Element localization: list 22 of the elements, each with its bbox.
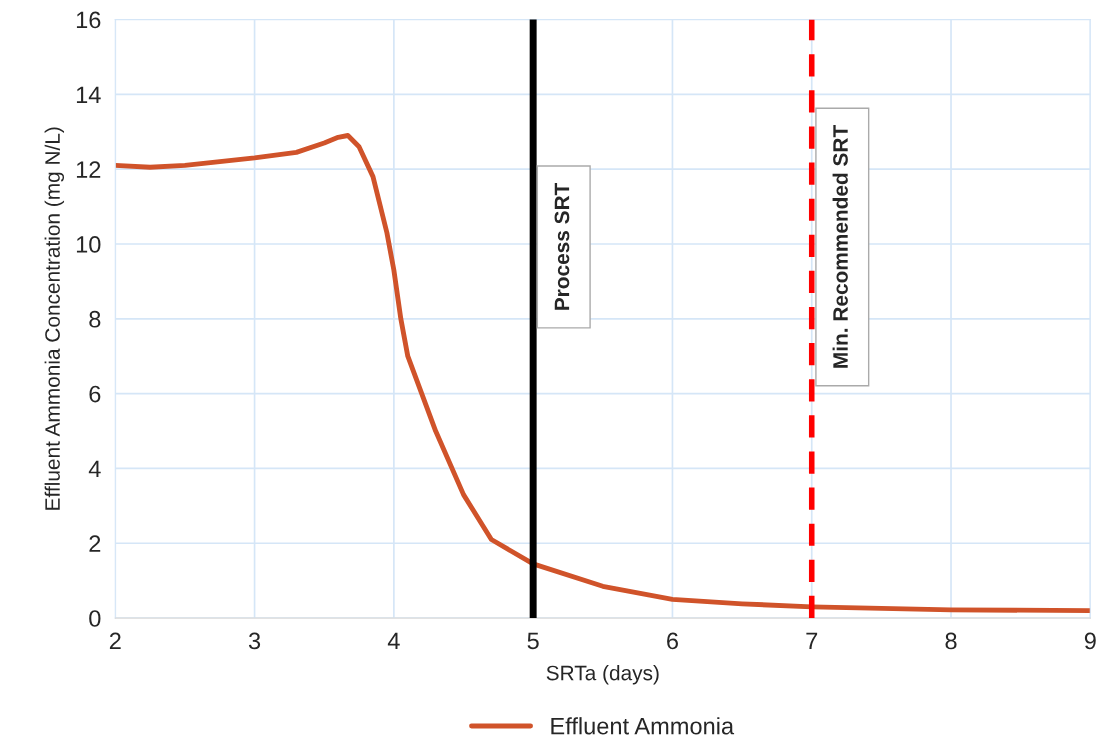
legend-label: Effluent Ammonia xyxy=(551,717,735,735)
y-axis-title: Effluent Ammonia Concentration (mg N/L) xyxy=(44,127,65,510)
ref-line-label: Min. Recommended SRT xyxy=(832,125,848,368)
x-tick-label: 3 xyxy=(248,632,261,650)
x-axis-title: SRTa (days) xyxy=(546,665,659,685)
y-tick-label: 10 xyxy=(76,236,101,253)
y-tick-label: 14 xyxy=(76,86,101,103)
y-tick-label: 6 xyxy=(89,385,101,403)
ref-line-label: Process SRT xyxy=(554,182,570,310)
y-tick-label: 12 xyxy=(76,161,101,178)
y-tick-label: 0 xyxy=(89,610,101,627)
x-tick-label: 6 xyxy=(667,632,678,650)
y-tick-label: 16 xyxy=(76,11,101,29)
x-tick-label: 8 xyxy=(945,632,957,650)
y-tick-label: 8 xyxy=(89,310,101,328)
x-tick-label: 5 xyxy=(527,632,539,650)
y-tick-label: 2 xyxy=(89,535,101,552)
x-tick-label: 9 xyxy=(1084,632,1096,650)
y-tick-label: 4 xyxy=(88,460,101,477)
x-tick-label: 7 xyxy=(806,632,818,650)
x-tick-label: 4 xyxy=(387,632,400,650)
x-tick-label: 2 xyxy=(109,632,121,650)
